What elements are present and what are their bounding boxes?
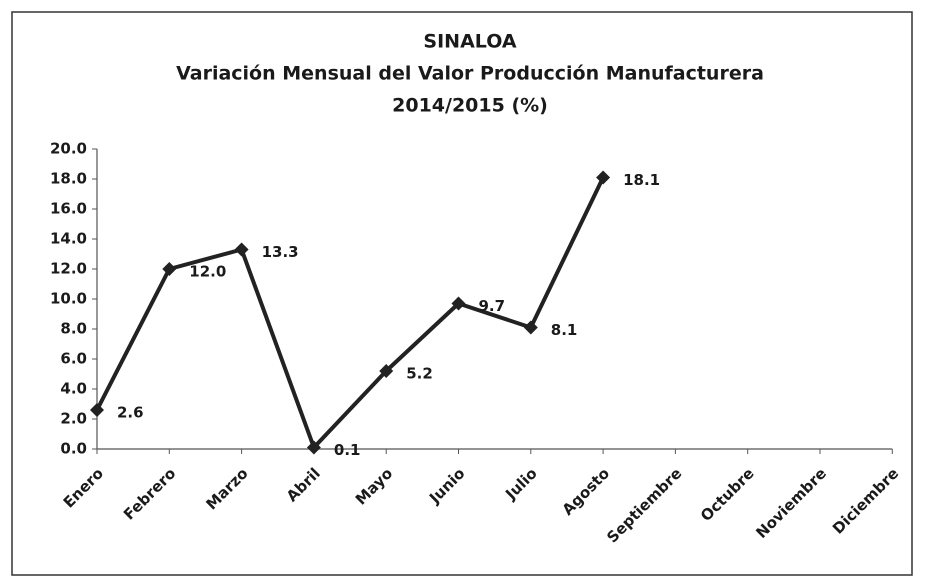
marker [234, 242, 249, 257]
marker [306, 440, 321, 455]
y-tick-label: 2.0 [60, 410, 87, 428]
marker [90, 403, 104, 417]
y-tick-label: 14.0 [50, 230, 87, 248]
marker [162, 262, 177, 276]
data-label: 18.1 [623, 171, 660, 189]
data-label: 12.0 [189, 263, 226, 281]
data-label: 5.2 [406, 365, 433, 383]
y-tick-label: 8.0 [60, 320, 87, 338]
data-label: 9.7 [479, 297, 506, 315]
y-tick-label: 16.0 [50, 200, 87, 218]
y-tick-label: 10.0 [50, 290, 87, 308]
y-tick-label: 12.0 [50, 260, 87, 278]
y-tick-label: 18.0 [50, 170, 87, 188]
marker [596, 170, 611, 185]
data-label: 0.1 [334, 441, 361, 459]
y-tick-label: 4.0 [60, 380, 87, 398]
chart-title: Variación Mensual del Valor Producción M… [176, 63, 764, 85]
data-label: 2.6 [117, 404, 144, 422]
marker [523, 320, 538, 335]
marker [379, 364, 394, 378]
data-label: 8.1 [551, 321, 578, 339]
data-label: 13.3 [262, 243, 299, 261]
chart-frame [11, 11, 913, 576]
marker [451, 296, 466, 311]
chart-title: SINALOA [423, 31, 516, 53]
y-tick-label: 6.0 [60, 350, 87, 368]
y-tick-label: 0.0 [60, 440, 87, 458]
line [95, 176, 605, 450]
chart-title: 2014/2015 (%) [392, 95, 548, 117]
y-tick-label: 20.0 [50, 140, 87, 158]
